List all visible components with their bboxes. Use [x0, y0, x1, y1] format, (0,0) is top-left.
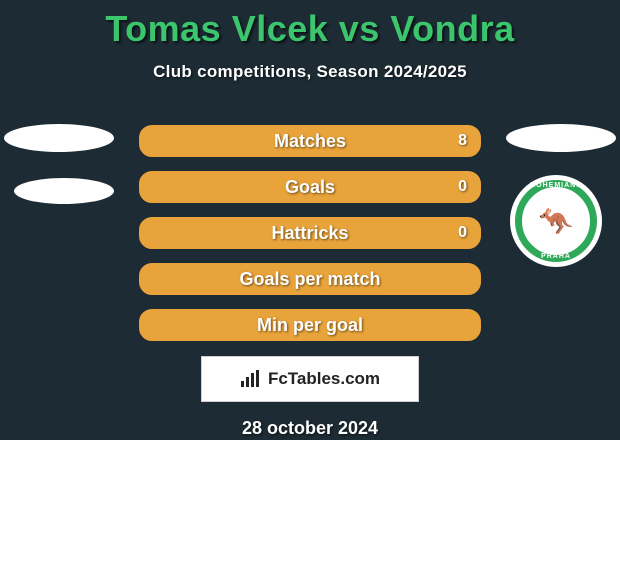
stat-label: Matches	[274, 131, 346, 152]
stat-row-goals: Goals 0	[138, 170, 482, 204]
page-title: Tomas Vlcek vs Vondra	[105, 8, 514, 50]
stat-row-hattricks: Hattricks 0	[138, 216, 482, 250]
badge-top-text: BOHEMIANS	[530, 182, 582, 189]
stat-value-right: 0	[458, 178, 467, 196]
stat-label: Goals per match	[239, 269, 380, 290]
bar-chart-icon	[240, 370, 262, 388]
source-brand-text: FcTables.com	[268, 369, 380, 389]
club-right-badge: BOHEMIANS 🦘 PRAHA	[510, 175, 602, 267]
page-subtitle: Club competitions, Season 2024/2025	[153, 62, 467, 82]
stat-row-goals-per-match: Goals per match	[138, 262, 482, 296]
stat-row-min-per-goal: Min per goal	[138, 308, 482, 342]
stat-label: Min per goal	[257, 315, 363, 336]
club-left-placeholder-icon	[14, 178, 114, 204]
stat-label: Hattricks	[271, 223, 348, 244]
club-badge-ring: BOHEMIANS 🦘 PRAHA	[515, 180, 597, 262]
background-bottom	[0, 440, 620, 580]
stat-row-matches: Matches 8	[138, 124, 482, 158]
kangaroo-icon: 🦘	[539, 205, 574, 238]
stat-value-right: 8	[458, 132, 467, 150]
stat-value-right: 0	[458, 224, 467, 242]
footer-date: 28 october 2024	[242, 418, 378, 439]
comparison-card: Tomas Vlcek vs Vondra Club competitions,…	[0, 0, 620, 440]
stat-label: Goals	[285, 177, 335, 198]
source-brand-box: FcTables.com	[201, 356, 419, 402]
stats-rows: Matches 8 Goals 0 Hattricks 0 Goals per …	[138, 124, 482, 342]
badge-bottom-text: PRAHA	[541, 253, 571, 260]
player-left-placeholder-icon	[4, 124, 114, 152]
player-right-placeholder-icon	[506, 124, 616, 152]
